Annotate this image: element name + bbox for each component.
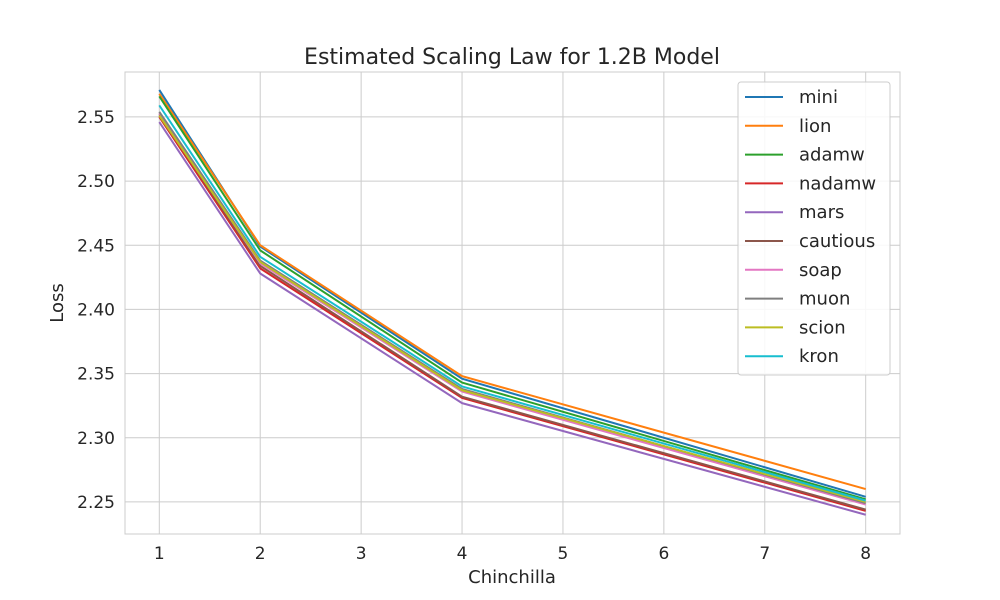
- y-tick-label: 2.50: [77, 172, 115, 192]
- legend-label-muon: muon: [799, 289, 850, 310]
- chart-title: Estimated Scaling Law for 1.2B Model: [304, 45, 720, 70]
- y-tick-label: 2.35: [77, 365, 115, 385]
- x-tick-label: 5: [558, 544, 569, 564]
- x-tick-label: 2: [255, 544, 266, 564]
- legend-items: mini lion adamw nadamw mars cautious soap muon s…: [745, 87, 876, 367]
- legend-label-scion: scion: [799, 317, 846, 338]
- y-tick-label: 2.40: [77, 300, 115, 320]
- legend-label-mars: mars: [799, 202, 844, 223]
- series-layer: [158, 89, 866, 516]
- legend-label-kron: kron: [799, 346, 839, 367]
- legend-label-mini: mini: [799, 87, 838, 108]
- x-axis-label: Chinchilla: [468, 567, 556, 588]
- y-tick-label: 2.25: [77, 493, 115, 513]
- x-tick-label: 4: [457, 544, 468, 564]
- x-tick-label: 8: [860, 544, 871, 564]
- x-tick-label: 7: [759, 544, 770, 564]
- x-tick-label: 6: [658, 544, 669, 564]
- series-line-scion: [158, 115, 866, 503]
- y-tick-label: 2.45: [77, 236, 115, 256]
- y-tick-label: 2.30: [77, 429, 115, 449]
- legend-label-soap: soap: [799, 260, 842, 281]
- series-line-lion: [158, 93, 866, 491]
- series-line-nadamw: [158, 116, 866, 512]
- legend-label-cautious: cautious: [799, 231, 875, 252]
- legend: mini lion adamw nadamw mars cautious soap muon s…: [737, 81, 891, 376]
- series-line-adamw: [158, 95, 866, 501]
- series-line-mars: [158, 121, 866, 516]
- legend-label-nadamw: nadamw: [799, 173, 876, 194]
- series-line-kron: [158, 104, 866, 502]
- tick-layer: 1 2 3 4 5 6 7 8 2.25 2.30 2.35 2.40 2.45 2.50 2.55: [77, 108, 871, 564]
- y-axis-label: Loss: [47, 283, 68, 322]
- legend-label-lion: lion: [799, 116, 831, 137]
- y-tick-label: 2.55: [77, 108, 115, 128]
- x-tick-label: 1: [154, 544, 165, 564]
- x-tick-label: 3: [356, 544, 367, 564]
- legend-label-adamw: adamw: [799, 145, 865, 166]
